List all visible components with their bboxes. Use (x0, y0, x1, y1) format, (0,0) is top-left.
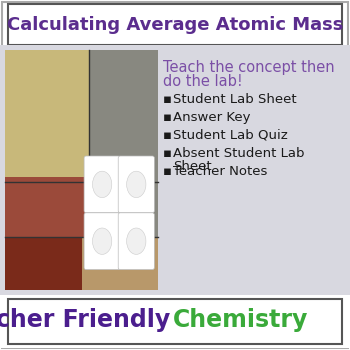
Text: ▪: ▪ (163, 111, 172, 124)
Bar (8, 4, 342, 45)
Bar (0, 295, 350, 348)
Ellipse shape (127, 228, 146, 254)
Bar (8, 299, 342, 344)
Text: Teacher Notes: Teacher Notes (173, 165, 267, 178)
Text: ▪: ▪ (163, 129, 172, 142)
Text: ▪: ▪ (163, 165, 172, 178)
Text: ▪: ▪ (163, 93, 172, 106)
Text: do the lab!: do the lab! (163, 74, 243, 89)
Text: Student Lab Quiz: Student Lab Quiz (173, 129, 288, 142)
Bar (5, 237, 82, 290)
FancyBboxPatch shape (84, 156, 120, 213)
Text: Teach the concept then: Teach the concept then (163, 60, 335, 75)
FancyBboxPatch shape (84, 213, 120, 270)
Text: ▪: ▪ (163, 147, 172, 160)
Ellipse shape (127, 171, 146, 198)
Bar (89, 50, 158, 182)
Bar (5, 50, 158, 290)
Ellipse shape (92, 171, 112, 198)
Ellipse shape (92, 228, 112, 254)
Text: Answer Key: Answer Key (173, 111, 251, 124)
Text: Teacher Friendly: Teacher Friendly (0, 308, 170, 332)
Bar (5, 177, 89, 237)
Bar (82, 237, 158, 290)
Bar (5, 50, 89, 182)
Bar (89, 177, 158, 237)
FancyBboxPatch shape (118, 156, 154, 213)
FancyBboxPatch shape (118, 213, 154, 270)
Text: Calculating Average Atomic Mass: Calculating Average Atomic Mass (7, 15, 343, 34)
Text: Student Lab Sheet: Student Lab Sheet (173, 93, 297, 106)
Text: Absent Student Lab: Absent Student Lab (173, 147, 304, 160)
Text: Chemistry: Chemistry (173, 308, 308, 332)
Text: Sheet: Sheet (173, 160, 212, 173)
Bar (0, 45, 350, 295)
